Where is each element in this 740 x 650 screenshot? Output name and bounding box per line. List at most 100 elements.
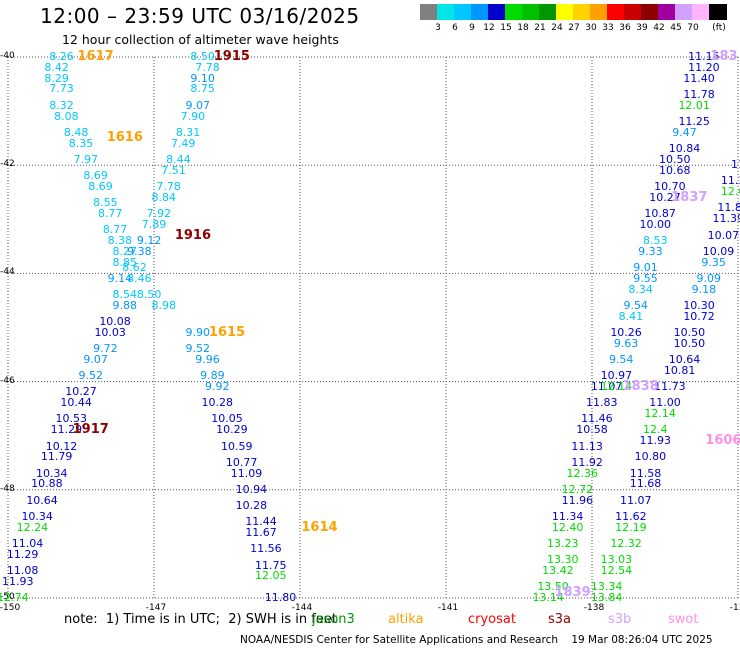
legend-label: 24 xyxy=(551,23,563,33)
pass-time-label: 1614 xyxy=(301,519,338,535)
swh-value-label: 8.84 xyxy=(151,190,176,204)
swh-value-label: 10.88 xyxy=(31,477,63,491)
satellite-altika: altika xyxy=(388,612,424,627)
pass-time-label: 1616 xyxy=(106,130,143,146)
latitude-tick-label: -42 xyxy=(0,159,15,170)
legend-label: 18 xyxy=(517,23,529,33)
swh-value-label: 9.38 xyxy=(127,244,152,258)
swh-value-label: 11.83 xyxy=(585,396,618,410)
swh-value-label: 9.89 xyxy=(200,369,225,383)
legend-swatch xyxy=(658,4,676,20)
swh-value-label: 9.54 xyxy=(608,352,634,366)
swh-value-label: 7.89 xyxy=(141,217,167,231)
swh-value-label: 11.20 xyxy=(688,60,720,74)
satellite-swot: swot xyxy=(668,612,699,627)
pass-time-label: 1916 xyxy=(174,227,212,243)
swh-value-label: 11.62 xyxy=(615,509,647,523)
swh-value-label: 10.28 xyxy=(201,396,234,410)
swh-value-label: 9.47 xyxy=(672,125,697,139)
swh-value-label: 10.00 xyxy=(639,217,672,231)
swh-value-label: 11.34 xyxy=(551,509,584,523)
legend-label: 27 xyxy=(568,23,580,33)
pass-time-label: 1838 xyxy=(622,379,659,394)
longitude-tick-label: -150 xyxy=(0,603,21,613)
swh-value-label: 10.68 xyxy=(658,163,691,177)
swh-value-label: 8.41 xyxy=(618,309,644,323)
swh-value-label: 9.09 xyxy=(696,271,722,285)
swh-value-label: 8.26 xyxy=(49,50,74,63)
swh-value-label: 8.31 xyxy=(175,125,201,139)
swh-value-label: 11.07 xyxy=(590,380,623,393)
swh-value-label: 11.93 xyxy=(1,574,34,588)
swh-value-label: 11.79 xyxy=(40,450,73,464)
swh-value-label: 12.0 xyxy=(720,185,740,199)
swh-value-label: 10.09 xyxy=(702,244,735,258)
swh-value-label: 11.00 xyxy=(649,396,681,410)
swh-value-label: 10.44 xyxy=(60,396,92,410)
latitude-tick-label: -48 xyxy=(0,483,15,494)
swh-value-label: 8.29 xyxy=(44,71,69,85)
swh-value-label: 11.04 xyxy=(11,536,44,550)
legend-label: 45 xyxy=(670,23,682,33)
footnote: note: 1) Time is in UTC; 2) SWH is in fe… xyxy=(64,612,337,627)
swh-value-label: 11.3 xyxy=(720,174,740,188)
swh-value-label: 11.80 xyxy=(264,591,297,604)
legend-swatch xyxy=(624,4,642,20)
swh-value-label: 9.52 xyxy=(78,369,103,383)
swh-value-label: 10.64 xyxy=(668,352,701,366)
swh-value-label: 11.67 xyxy=(245,526,277,540)
swh-value-label: 10.94 xyxy=(235,482,268,496)
swh-value-label: 11.68 xyxy=(629,477,662,491)
swh-value-label: 10.59 xyxy=(220,439,253,453)
legend-units: (ft) xyxy=(712,23,726,33)
satellite-s3a: s3a xyxy=(548,612,572,627)
pass-time-label: 183 xyxy=(710,49,738,64)
swh-value-label: 10.97 xyxy=(600,369,633,383)
legend-label: 9 xyxy=(469,23,475,33)
swh-value-label: 9.63 xyxy=(613,336,639,350)
swh-value-label: 8.54 xyxy=(112,288,138,302)
swh-value-label: 11.82 xyxy=(717,201,740,215)
longitude-tick-label: -147 xyxy=(145,603,167,613)
swh-value-label: 11.56 xyxy=(250,542,282,556)
swh-value-label: 10.72 xyxy=(683,309,715,323)
swh-value-label: 13.42 xyxy=(542,563,574,577)
swh-value-label: 13.84 xyxy=(590,591,623,604)
swh-value-label: 10.27 xyxy=(65,385,97,399)
longitude-tick-label: -135 xyxy=(729,603,740,613)
legend-swatch xyxy=(454,4,472,20)
swh-value-label: 8.48 xyxy=(63,125,89,139)
swh-value-label: 10.58 xyxy=(576,423,608,437)
swh-value-label: 8.35 xyxy=(68,136,94,150)
legend-label: 39 xyxy=(636,23,648,33)
swh-value-label: 9.35 xyxy=(701,255,726,269)
swh-value-label: 10.50 xyxy=(673,325,706,339)
swh-value-label: 10.50 xyxy=(658,152,691,166)
swh-value-label: 12.14 xyxy=(600,380,633,393)
swh-value-label: 11.44 xyxy=(245,515,277,529)
swh-value-label: 10.77 xyxy=(225,455,258,469)
pass-time-label: 1917 xyxy=(72,422,109,438)
swh-value-label: 7.78 xyxy=(195,60,220,74)
swh-value-label: 10.84 xyxy=(668,141,701,155)
swh-value-label: 9.54 xyxy=(623,298,649,312)
pass-time-label: 1915 xyxy=(213,49,250,64)
swh-value-label: 8.46 xyxy=(127,271,152,285)
swh-value-label: 7.49 xyxy=(170,136,196,150)
swh-value-label: 9.33 xyxy=(638,244,663,258)
swh-value-label: 13.50 xyxy=(537,580,569,594)
swh-value-label: 10.28 xyxy=(235,499,268,513)
swh-value-label: 11.75 xyxy=(255,558,287,572)
legend-label: 70 xyxy=(687,23,699,33)
legend-swatch xyxy=(505,4,523,20)
swh-value-label: 11.13 xyxy=(571,439,603,453)
legend-label: 6 xyxy=(452,23,458,33)
longitude-tick-label: -144 xyxy=(291,603,313,613)
legend-label: 12 xyxy=(483,23,495,33)
swh-value-label: 11.29 xyxy=(50,423,83,437)
swh-value-label: 9.96 xyxy=(195,352,220,366)
pass-time-label: 1606 xyxy=(705,433,740,449)
legend-label: 3 xyxy=(435,23,441,33)
longitude-tick-label: -141 xyxy=(437,603,459,613)
swh-value-label: 8.98 xyxy=(151,298,176,312)
